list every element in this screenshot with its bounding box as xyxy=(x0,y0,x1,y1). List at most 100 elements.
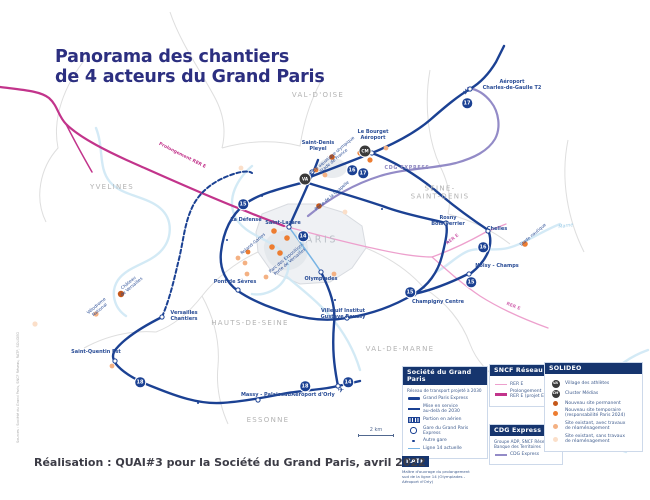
legend-item-site-permanent: Nouveau site permanent xyxy=(549,401,638,406)
line-16-badge: 16 xyxy=(347,165,357,175)
rer-e-thin-swatch xyxy=(494,383,507,385)
legend-sncf-title: SNCF Réseau xyxy=(490,365,562,376)
legend-sgp-title: Société du Grand Paris xyxy=(403,367,487,385)
line-17 xyxy=(370,44,506,155)
site-existant-travaux-dot xyxy=(244,271,250,277)
site-temporaire-dot xyxy=(313,167,319,173)
site-permanent-dot xyxy=(329,154,335,160)
site-existant-travaux-dot xyxy=(235,255,241,261)
gare-circle-swatch xyxy=(407,427,420,434)
gare-circles xyxy=(112,86,491,403)
site-existant-sans-travaux-dot xyxy=(342,209,348,215)
site-temporaire-dot xyxy=(269,244,275,250)
site-existant-sans-travaux-swatch xyxy=(553,436,558,442)
line-16 xyxy=(308,151,492,276)
site-existant-travaux-dot xyxy=(93,311,99,317)
legend-societe-du-grand-paris: Société du Grand Paris Réseau de transpo… xyxy=(402,366,488,459)
cm-badge-swatch: CM xyxy=(551,390,560,398)
site-existant-travaux-dot xyxy=(242,260,248,266)
line-16-badge: 16 xyxy=(478,242,488,252)
legend-cdg-title: CDG Express xyxy=(490,425,562,436)
site-temporaire-dot xyxy=(522,241,528,247)
line-17-badge: 17 xyxy=(358,168,368,178)
line-18 xyxy=(111,315,340,405)
line-15-noisy-spur xyxy=(412,272,470,296)
legend-item-autre-gare: Autre gare xyxy=(407,438,483,443)
line-14-actuelle xyxy=(288,226,322,273)
site-temporaire-dot xyxy=(277,250,283,256)
legend-item-cdg-line: CDG Express xyxy=(494,452,558,457)
site-temporaire-dot xyxy=(271,228,277,234)
rer-e-eole-line xyxy=(0,85,286,228)
line-14-south xyxy=(319,270,362,388)
scale-bar-label: 2 km xyxy=(369,427,383,433)
cdg-express-line xyxy=(306,86,500,218)
rer-e-line xyxy=(283,223,549,329)
cdg-airport-plane-icon: ✈ xyxy=(462,87,470,97)
legend-item-aerien: Portion en aérien xyxy=(407,416,483,424)
line-14-badge: 14 xyxy=(343,377,353,387)
legend-solideo-title: SOLIDEO xyxy=(545,363,642,374)
site-existant-travaux-dot xyxy=(109,363,115,369)
site-permanent-dot xyxy=(117,290,125,298)
site-temporaire-swatch xyxy=(553,410,558,416)
site-existant-travaux-dot xyxy=(263,274,269,280)
line-14-badge: 14 xyxy=(298,231,308,241)
site-permanent-swatch xyxy=(553,400,558,406)
scale-bar-line xyxy=(358,434,394,437)
dashed-line-swatch xyxy=(407,407,420,410)
gpe-line-swatch xyxy=(407,397,420,400)
legend-cdg-subtitle: Groupe ADP, SNCF Réseau, Banque des Terr… xyxy=(494,439,551,449)
autre-gare-dot-swatch xyxy=(407,439,420,443)
cdg-line-swatch xyxy=(494,453,507,456)
legend-item-rer-e: RER E xyxy=(494,382,558,387)
legend-item-village-athletes: VA Village des athlètes xyxy=(551,379,610,388)
legend-item-site-existant-sans-travaux: Site existant, sans travaux de réaménage… xyxy=(549,434,638,444)
line-15-badge: 15 xyxy=(405,287,415,297)
orly-airport-plane-icon: ✈ xyxy=(337,385,345,395)
legend-ratp-title: RATP xyxy=(402,456,429,467)
site-existant-travaux-dot xyxy=(331,271,337,277)
village-des-athletes-badge: VA xyxy=(299,173,311,185)
line-14-north xyxy=(287,158,320,229)
legend-item-site-existant-travaux: Site existant, avec travaux de réaménage… xyxy=(549,421,638,431)
site-existant-travaux-dot xyxy=(322,172,328,178)
olympic-site-dots xyxy=(32,145,528,369)
legend-ratp-note: Maître d'ouvrage du prolongement sud de … xyxy=(402,469,470,485)
line-17-badge: 17 xyxy=(462,98,472,108)
site-existant-travaux-dot xyxy=(383,145,389,151)
page-title: Panorama des chantiers de 4 acteurs du G… xyxy=(55,47,325,88)
scale-bar: 2 km xyxy=(358,427,394,437)
line-15-badge: 15 xyxy=(466,277,476,287)
aerial-line-swatch xyxy=(407,416,420,424)
site-existant-sans-travaux-dot xyxy=(238,165,244,171)
cluster-medias-badge: CM xyxy=(359,145,371,157)
line-15-ring xyxy=(219,180,448,321)
grand-paris-express-lines xyxy=(111,44,506,405)
side-credit-text: Sources : Société du Grand Paris, SNCF R… xyxy=(16,331,20,443)
page-title-line1: Panorama des chantiers xyxy=(55,47,290,67)
rer-e-thick-swatch xyxy=(494,393,507,396)
legend-item-gpe: Grand Paris Express xyxy=(407,396,483,401)
site-permanent-dot xyxy=(316,203,322,209)
line-18-west-future xyxy=(161,170,253,318)
va-badge-swatch: VA xyxy=(551,379,560,388)
olympic-cluster-shade-paris xyxy=(263,230,309,271)
line-18-badge: 18 xyxy=(135,377,145,387)
legend-item-gare-gpe: Gare du Grand Paris Express xyxy=(407,426,483,436)
site-existant-travaux-swatch xyxy=(553,423,558,429)
page-title-line2: de 4 acteurs du Grand Paris xyxy=(55,67,325,88)
legend-ratp: RATP Maître d'ouvrage du prolongement su… xyxy=(402,448,486,484)
legend-item-cluster-medias: CM Cluster Médias xyxy=(551,390,599,398)
line-18-badge: 18 xyxy=(300,381,310,391)
site-temporaire-dot xyxy=(284,235,290,241)
site-existant-sans-travaux-dot xyxy=(32,321,38,327)
legend-item-site-temporaire: Nouveau site temporaire (responsabilité … xyxy=(549,408,638,418)
legend-item-future: Mise en service au-delà de 2030 xyxy=(407,404,483,414)
ligne14-line-swatch xyxy=(407,447,420,450)
site-temporaire-dot xyxy=(245,249,251,255)
line-15-east xyxy=(303,180,448,225)
legend-solideo: SOLIDEO VA Village des athlètes CM Clust… xyxy=(544,362,643,452)
